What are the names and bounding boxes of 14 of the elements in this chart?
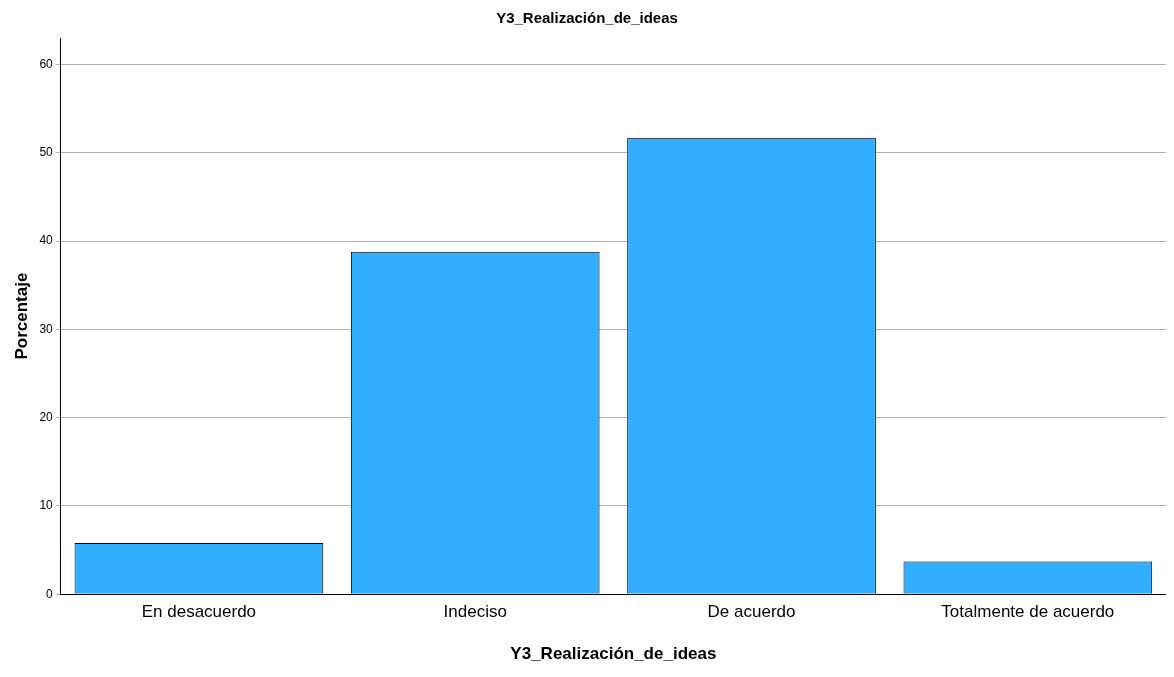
y-tick-label: 60 [39,56,54,71]
x-tick-label: En desacuerdo [141,602,257,622]
y-tick-label: 0 [46,586,54,601]
x-tick-label: Indeciso [443,602,507,622]
y-tick-label: 30 [39,321,54,336]
y-axis-title: Porcentaje [11,272,31,360]
y-tick-label: 50 [39,145,54,160]
y-tick-label: 10 [39,498,54,513]
x-axis-title: Y3_Realización_de_ideas [510,644,717,664]
x-tick-label: Totalmente de acuerdo [941,602,1115,622]
x-tick-label: De acuerdo [707,602,796,622]
y-tick-label: 20 [39,409,54,424]
y-tick-label: 40 [39,233,54,248]
chart-title: Y3_Realización_de_ideas [496,9,678,27]
